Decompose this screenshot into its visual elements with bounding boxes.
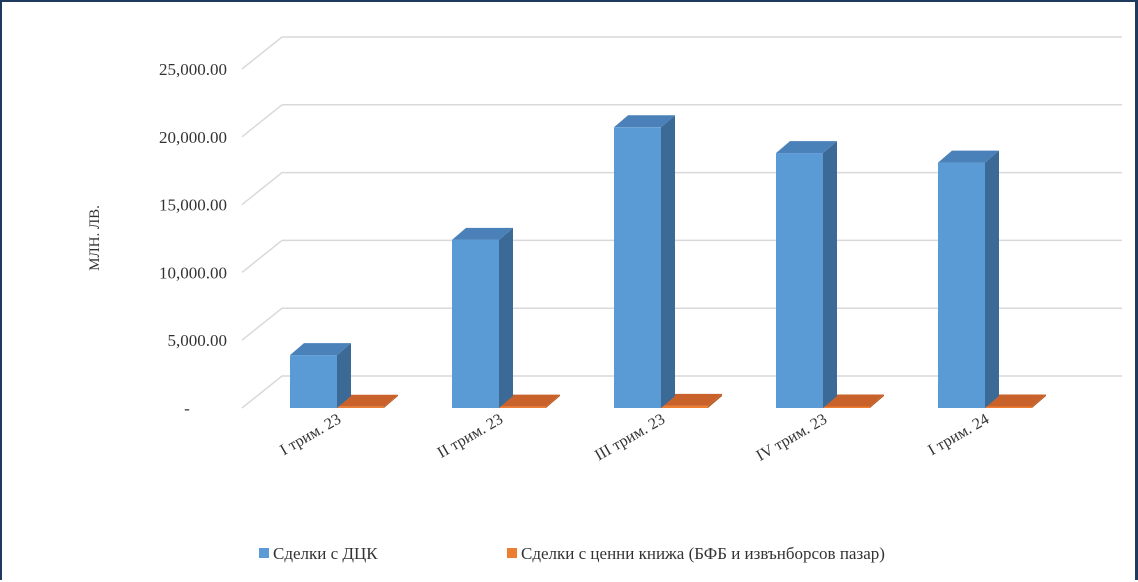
category-label-3: IV трим. 23 [754, 411, 830, 465]
bar-series1-1 [499, 394, 560, 408]
bar-top [823, 394, 884, 407]
bar-series1-3 [823, 394, 884, 408]
category-label-0: I трим. 23 [277, 411, 344, 459]
y-tick-label: 25,000.00 [159, 60, 227, 79]
bar-series0-0 [290, 343, 351, 408]
y-axis-label: МЛН. ЛВ. [87, 205, 103, 271]
bar-top [290, 343, 351, 356]
bar-front [823, 406, 870, 408]
bar-side [985, 150, 999, 408]
bar-series0-2 [614, 115, 675, 409]
bar-side [708, 393, 722, 408]
y-tick-label: - [184, 399, 190, 418]
y-axis-ticks: - 5,000.00 10,000.00 15,000.00 20,000.00 25,0… [159, 60, 227, 418]
y-tick-label: 10,000.00 [159, 263, 227, 282]
legend-label-series-0: Сделки с ДЦК [273, 544, 378, 563]
y-tick-label: 20,000.00 [159, 128, 227, 147]
gridline-diagonal-3 [241, 172, 283, 206]
bar-series0-1 [452, 227, 513, 408]
bar-front [661, 405, 708, 408]
gridline-diagonal-1 [241, 307, 283, 341]
bar-front [776, 153, 823, 408]
bar-front [337, 406, 384, 408]
bar-series1-2 [661, 393, 722, 408]
category-label-4: I трим. 24 [925, 411, 992, 459]
legend-swatch-series-0 [259, 548, 269, 558]
bar-top [614, 115, 675, 128]
bar-front [499, 406, 546, 408]
bar-top [661, 393, 722, 406]
bar-top [499, 394, 560, 407]
bar-top [776, 141, 837, 154]
legend-swatch-series-1 [507, 548, 517, 558]
bar-front [614, 127, 661, 409]
bar-side [384, 394, 398, 408]
bar-top [452, 227, 513, 240]
bar-top [337, 394, 398, 407]
bar-series1-4 [985, 394, 1046, 408]
bar-side [337, 343, 351, 408]
gridline-diagonal-2 [241, 239, 283, 273]
bar-front [452, 239, 499, 408]
y-tick-label: 15,000.00 [159, 196, 227, 215]
bar-front [290, 355, 337, 408]
bar-top [985, 394, 1046, 407]
gridline-diagonal-4 [241, 104, 283, 138]
category-labels: I трим. 23 II трим. 23 III трим. 23 IV трим… [277, 411, 992, 465]
gridline-diagonal-0 [241, 375, 283, 409]
bar-side [499, 227, 513, 408]
bar-front [985, 406, 1032, 408]
bars [290, 115, 1046, 409]
bar-series1-0 [337, 394, 398, 408]
bar-side [823, 141, 837, 408]
bar-front [938, 162, 985, 408]
bar-side [1032, 394, 1046, 408]
bar-top [938, 150, 999, 163]
legend-label-series-1: Сделки с ценни книжа (БФБ и извънборсов … [521, 544, 885, 563]
category-label-2: III трим. 23 [592, 411, 668, 465]
legend: Сделки с ДЦК Сделки с ценни книжа (БФБ и… [259, 544, 885, 563]
y-tick-label: 5,000.00 [168, 331, 228, 350]
gridline-diagonal-5 [241, 36, 283, 70]
bar-side [546, 394, 560, 408]
bar-series0-4 [938, 150, 999, 408]
category-label-1: II трим. 23 [435, 411, 506, 462]
bar-series0-3 [776, 141, 837, 408]
bar-side [870, 394, 884, 408]
bar-side [661, 115, 675, 409]
